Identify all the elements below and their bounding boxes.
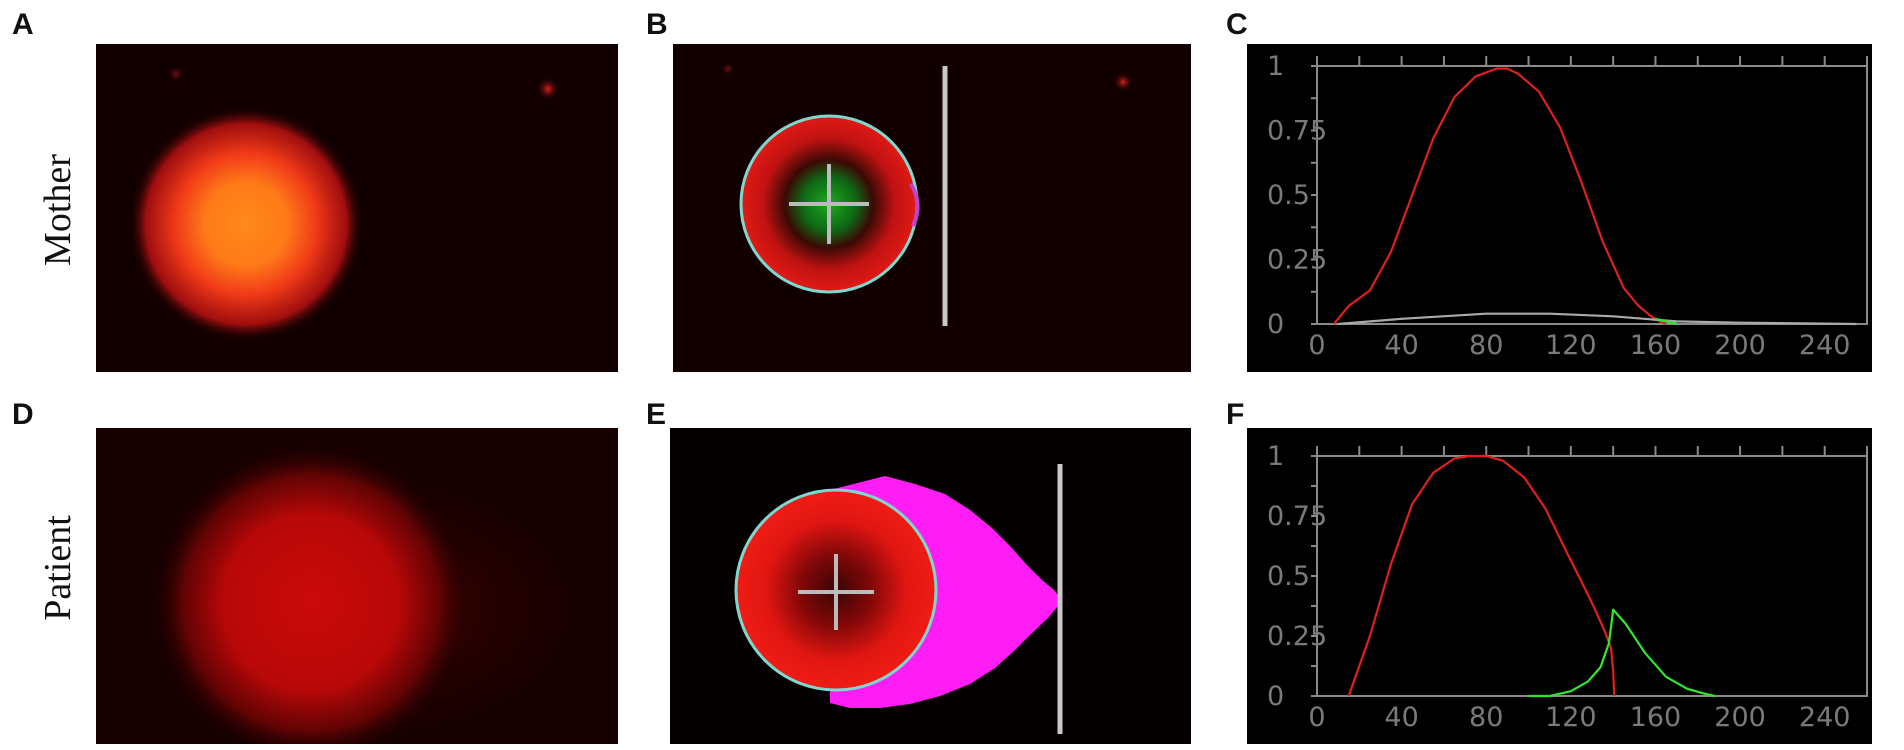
background-spot — [536, 77, 560, 101]
panel-c-plot: 0 40 80 120 160 200 240 0 0.25 0.5 0.75 1 — [1247, 44, 1872, 372]
y-tick-label: 0.25 — [1267, 621, 1327, 652]
tail-edge — [909, 182, 920, 227]
y-tick-label: 0 — [1267, 309, 1284, 340]
series-line-2 — [1338, 312, 1857, 326]
comet-head — [128, 106, 364, 342]
plot-frame — [1316, 455, 1868, 697]
background-spot — [167, 65, 185, 83]
x-tick-label: 40 — [1384, 702, 1418, 733]
plot-frame — [1316, 65, 1868, 325]
panel-label-c: C — [1226, 8, 1248, 41]
x-tick-label: 0 — [1308, 702, 1325, 733]
background-spot — [1113, 72, 1133, 92]
row-label-mother: Mother — [37, 154, 79, 266]
y-tick-label: 0.75 — [1267, 116, 1327, 147]
y-tick-label: 0.25 — [1267, 245, 1327, 276]
series-line-1 — [1333, 67, 1667, 326]
panel-label-a: A — [12, 8, 34, 41]
series-line-1 — [1347, 454, 1616, 697]
panel-label-b: B — [646, 8, 668, 41]
x-tick-label: 0 — [1308, 330, 1325, 361]
y-tick-label: 1 — [1267, 441, 1284, 472]
x-tick-label: 160 — [1630, 330, 1682, 361]
x-tick-label: 120 — [1545, 330, 1597, 361]
row-label-patient: Patient — [37, 515, 79, 621]
y-tick-label: 0.5 — [1267, 561, 1310, 592]
y-tick-label: 0.75 — [1267, 501, 1327, 532]
x-tick-label: 80 — [1469, 330, 1503, 361]
series-line-3 — [1655, 317, 1677, 326]
x-tick-label: 240 — [1799, 330, 1851, 361]
panel-d-image — [96, 428, 618, 744]
panel-label-d: D — [12, 398, 34, 431]
x-tick-label: 40 — [1384, 330, 1418, 361]
panel-e-image — [670, 428, 1191, 744]
x-tick-label: 240 — [1799, 702, 1851, 733]
panel-b-image — [673, 44, 1191, 372]
panel-label-e: E — [646, 398, 667, 431]
comet-head — [151, 443, 471, 744]
y-tick-label: 0 — [1267, 681, 1284, 712]
x-tick-label: 160 — [1630, 702, 1682, 733]
x-tick-label: 200 — [1714, 330, 1766, 361]
panel-a-image — [96, 44, 618, 372]
background-spot — [721, 62, 735, 76]
panel-label-f: F — [1226, 398, 1245, 431]
panel-f-plot: 0 40 80 120 160 200 240 0 0.25 0.5 0.75 1 — [1247, 428, 1872, 744]
y-tick-label: 0.5 — [1267, 180, 1310, 211]
x-tick-label: 120 — [1545, 702, 1597, 733]
series-line-2 — [1528, 608, 1715, 698]
y-tick-label: 1 — [1267, 51, 1284, 82]
x-tick-label: 200 — [1714, 702, 1766, 733]
x-tick-label: 80 — [1469, 702, 1503, 733]
